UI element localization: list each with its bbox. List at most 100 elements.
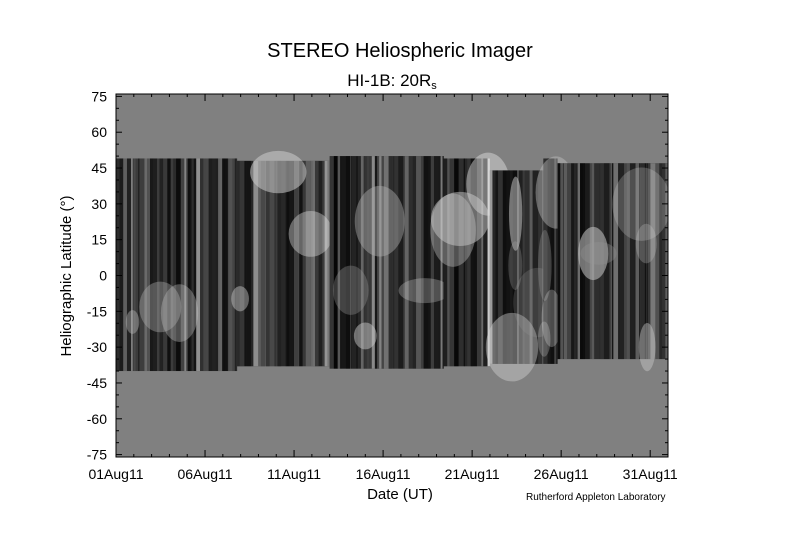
streak xyxy=(341,156,346,369)
streak xyxy=(364,156,367,369)
bright-patch xyxy=(125,310,140,334)
streak xyxy=(337,156,341,369)
x-tick-label: 01Aug11 xyxy=(88,466,143,482)
streak xyxy=(360,156,364,369)
streak xyxy=(404,156,409,369)
streak xyxy=(340,156,342,369)
streak xyxy=(227,158,229,372)
streak xyxy=(215,158,219,372)
streak xyxy=(176,158,181,372)
y-tick-label: 0 xyxy=(99,268,107,284)
streak xyxy=(310,160,313,367)
streak xyxy=(502,170,507,364)
streak xyxy=(222,158,225,372)
x-tick-label: 11Aug11 xyxy=(267,466,321,482)
streak xyxy=(655,163,660,360)
streak xyxy=(662,163,666,360)
streak xyxy=(470,158,474,367)
streak xyxy=(219,158,223,372)
streak xyxy=(529,170,533,364)
bright-patch xyxy=(537,321,551,357)
y-tick-label: 60 xyxy=(91,124,107,140)
streak xyxy=(447,158,450,367)
streak xyxy=(203,158,206,372)
subtitle-subscript: s xyxy=(431,80,437,92)
streak xyxy=(618,163,620,360)
streak xyxy=(269,160,275,367)
streak xyxy=(159,158,162,372)
streak xyxy=(298,160,300,367)
streak xyxy=(144,158,147,372)
streak xyxy=(357,156,360,369)
streak xyxy=(346,156,351,369)
streak xyxy=(180,158,185,372)
x-tick-label: 26Aug11 xyxy=(534,466,589,482)
streak xyxy=(237,160,240,367)
streak xyxy=(611,163,614,360)
streak xyxy=(190,158,192,372)
streak xyxy=(483,158,488,367)
streak xyxy=(512,170,518,364)
streak xyxy=(196,158,201,372)
streak xyxy=(200,158,204,372)
streak xyxy=(379,156,382,369)
bright-patch xyxy=(635,223,657,264)
streak xyxy=(639,163,641,360)
streak xyxy=(135,158,139,372)
streak xyxy=(629,163,635,360)
y-axis: 75 60 45 30 15 0 -15 -30 -45 -60 -75 xyxy=(87,88,668,463)
chart-title: STEREO Heliospheric Imager xyxy=(267,40,533,62)
streak xyxy=(133,158,136,372)
bright-patch xyxy=(353,322,377,350)
y-tick-label: -60 xyxy=(87,411,107,427)
streak xyxy=(208,158,213,372)
streak xyxy=(408,156,413,369)
streak xyxy=(554,158,557,364)
streak xyxy=(123,158,127,372)
streak xyxy=(438,156,441,369)
streak xyxy=(218,158,220,372)
streak xyxy=(285,160,287,367)
streak xyxy=(423,156,429,369)
streak xyxy=(571,163,575,360)
streak xyxy=(416,156,421,369)
streak xyxy=(167,158,171,372)
streak xyxy=(356,156,358,369)
streak xyxy=(567,163,572,360)
streak xyxy=(557,163,561,360)
streak xyxy=(542,170,544,364)
streak xyxy=(560,163,564,360)
y-tick-label: 15 xyxy=(91,232,107,248)
streak xyxy=(299,160,303,367)
streak xyxy=(369,156,372,369)
image-data xyxy=(116,150,668,382)
streak xyxy=(420,156,424,369)
streak xyxy=(433,156,439,369)
streak xyxy=(465,158,468,367)
streak xyxy=(371,156,375,369)
streak xyxy=(236,158,238,372)
y-tick-label: 45 xyxy=(91,160,107,176)
streak xyxy=(442,156,444,369)
streak xyxy=(522,170,525,364)
x-axis: 01Aug11 06Aug11 11Aug11 16Aug11 21Aug11 26Aug… xyxy=(88,94,678,482)
streak xyxy=(449,158,455,367)
streak xyxy=(467,158,471,367)
streak xyxy=(132,158,134,372)
streak xyxy=(388,156,392,369)
streak xyxy=(350,156,352,369)
streak xyxy=(454,158,459,367)
y-axis-label: Heliographic Latitude (°) xyxy=(58,195,75,356)
streak xyxy=(498,170,503,364)
streak xyxy=(412,156,417,369)
streak xyxy=(487,158,490,367)
streak xyxy=(116,158,120,372)
streak xyxy=(302,160,306,367)
bright-patch xyxy=(430,191,490,247)
streak xyxy=(289,160,294,367)
streak xyxy=(234,158,237,372)
streak xyxy=(518,170,523,364)
streak xyxy=(463,158,466,367)
streak xyxy=(126,158,132,372)
streak xyxy=(366,156,370,369)
